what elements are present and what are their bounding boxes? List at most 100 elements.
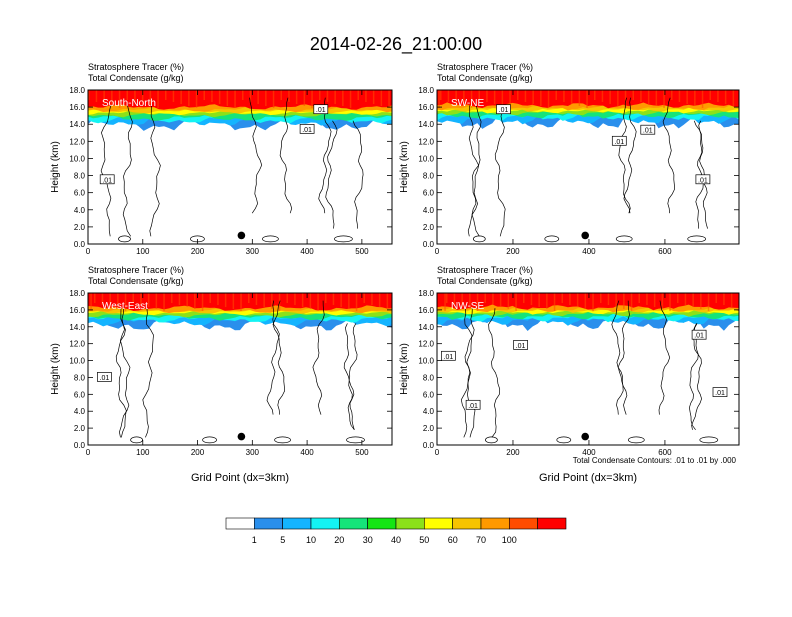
contour-label: .01 (302, 127, 312, 134)
tracer-streak (623, 293, 625, 309)
condensate-contour (472, 235, 486, 243)
tracer-streak (109, 293, 111, 307)
tracer-streak (601, 90, 604, 102)
colorbar-label: 100 (502, 535, 517, 545)
tracer-streak (155, 293, 158, 309)
colorbar-label: 40 (391, 535, 401, 545)
condensate-contour (142, 308, 154, 438)
tracer-streak (234, 90, 236, 108)
contour-label-box (496, 104, 511, 115)
y-tick-label: 18.0 (418, 289, 434, 298)
tracer-streak (232, 293, 235, 309)
tracer-streak (101, 293, 104, 305)
tracer-streak (663, 90, 665, 108)
x-axis-label: Grid Point (dx=3km) (191, 472, 289, 484)
tracer-streak (615, 293, 617, 307)
colorbar-label: 30 (363, 535, 373, 545)
tracer-streak (388, 90, 390, 108)
tracer-streak (317, 293, 319, 311)
tracer-band (437, 293, 739, 311)
tracer-streak (363, 293, 365, 303)
tracer-streak (444, 293, 446, 311)
contour-label: .01 (316, 107, 326, 114)
tracer-streak (141, 90, 144, 104)
condensate-contour (118, 235, 131, 243)
y-tick-label: 10.0 (69, 357, 85, 366)
location-marker (237, 231, 246, 240)
panel-bottom-right: Stratosphere Tracer (%)Total Condensate … (399, 265, 740, 484)
condensate-contour (699, 436, 719, 444)
tracer-streak (655, 90, 658, 106)
tracer-streak (94, 293, 96, 303)
tracer-streak (646, 293, 648, 305)
plot-area: .01 .01 .01 .01 .01 (437, 293, 739, 445)
x-axis-label: Grid Point (dx=3km) (539, 472, 637, 484)
tracer-streak (380, 90, 383, 106)
tracer-streak (547, 90, 550, 108)
x-tick-label: 400 (300, 448, 314, 457)
contour-label-box (691, 329, 707, 340)
colorbar-swatch (225, 517, 255, 530)
tracer-streak (90, 293, 92, 311)
tracer-streak (218, 90, 221, 104)
panel-title: Stratosphere Tracer (%) (437, 62, 533, 72)
tracer-streak (600, 293, 602, 303)
cross-section-label: West-East (102, 301, 148, 312)
y-tick-label: 4.0 (423, 206, 435, 215)
y-tick-label: 10.0 (69, 154, 85, 163)
location-marker (581, 432, 589, 441)
x-tick-label: 600 (658, 247, 672, 256)
tracer-streak (357, 90, 359, 100)
tracer-streak (576, 293, 579, 307)
condensate-contour (318, 97, 332, 214)
tracer-streak (171, 293, 173, 303)
tracer-streak (372, 90, 375, 104)
tracer-streak (523, 293, 525, 303)
tracer-streak (440, 90, 442, 100)
y-tick-label: 10.0 (418, 154, 434, 163)
tracer-streak (203, 90, 205, 100)
tracer-streak (140, 293, 142, 305)
tracer-streak (463, 90, 465, 106)
tracer-streak (715, 293, 717, 303)
tracer-streak (638, 293, 640, 303)
tracer-streak (707, 293, 710, 311)
cross-section-label: NW-SE (451, 301, 484, 312)
tracer-streak (147, 293, 150, 307)
contour-label-box (299, 124, 315, 134)
colorbar-swatch (508, 517, 538, 530)
tracer-streak (88, 90, 90, 100)
y-tick-label: 2.0 (423, 223, 435, 232)
y-tick-label: 8.0 (423, 373, 435, 382)
panel-subtitle: Total Condensate (g/kg) (437, 73, 533, 83)
tracer-streak (211, 90, 213, 102)
colorbar-swatch (423, 517, 453, 530)
tracer-streak (540, 90, 542, 106)
tracer-streak (553, 293, 556, 311)
cross-section-label: SW-NE (451, 98, 484, 109)
tracer-streak (594, 90, 596, 100)
y-tick-label: 14.0 (69, 323, 85, 332)
condensate-contour (334, 235, 353, 243)
tracer-streak (263, 293, 265, 307)
panel-top-right: Stratosphere Tracer (%)Total Condensate … (399, 62, 740, 256)
tracer-streak (326, 90, 329, 102)
tracer-streak (647, 90, 650, 104)
tracer-streak (134, 90, 136, 102)
y-tick-label: 8.0 (423, 172, 435, 181)
tracer-streak (303, 90, 306, 106)
tracer-streak (157, 90, 159, 108)
cross-section-label: South-North (102, 98, 156, 109)
colorbar-label: 70 (476, 535, 486, 545)
plot-area: .01 (88, 293, 392, 445)
tracer-streak (301, 293, 304, 307)
tracer-streak (295, 90, 298, 104)
tracer-streak (478, 90, 480, 100)
colorbar-label: 50 (419, 535, 429, 545)
tracer-streak (118, 90, 121, 108)
condensate-contour (119, 308, 131, 438)
tracer-streak (325, 293, 327, 303)
condensate-contour (618, 97, 631, 214)
tracer-streak (438, 90, 440, 108)
